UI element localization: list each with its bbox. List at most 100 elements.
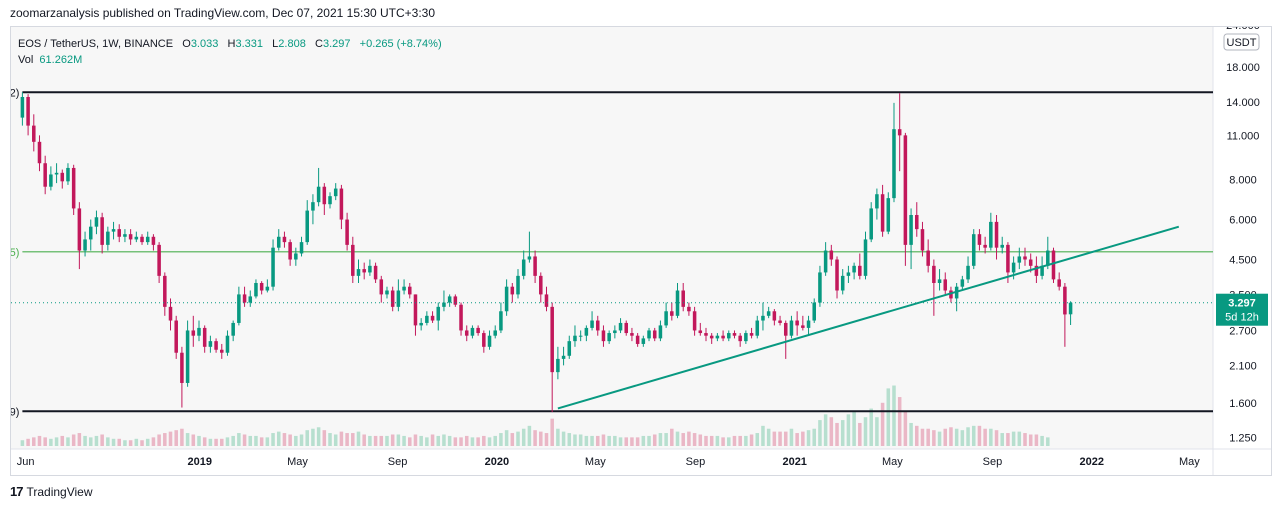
candle-body bbox=[362, 269, 366, 273]
candle-body bbox=[937, 279, 942, 283]
y-axis-tick-label: 2.700 bbox=[1229, 325, 1257, 337]
candle-body bbox=[584, 327, 589, 336]
ascending-trendline[interactable] bbox=[557, 225, 1180, 410]
volume-bar bbox=[875, 417, 879, 446]
candle-body bbox=[635, 335, 640, 344]
candle-body bbox=[106, 231, 110, 245]
candle-body bbox=[322, 186, 327, 205]
volume-bar bbox=[339, 431, 344, 446]
candle-body bbox=[288, 242, 292, 260]
candle-body bbox=[772, 311, 777, 321]
volume-bar bbox=[94, 435, 99, 446]
candle-body bbox=[880, 194, 885, 232]
candle-body bbox=[630, 333, 634, 336]
candle-body bbox=[977, 234, 982, 245]
volume-bar bbox=[476, 437, 480, 446]
y-axis-tick-label: 11.000 bbox=[1227, 130, 1260, 142]
volume-bar bbox=[641, 435, 646, 446]
candle-body bbox=[829, 250, 834, 260]
volume-bar bbox=[772, 431, 777, 446]
legend-open: 3.033 bbox=[190, 38, 219, 50]
volume-bar bbox=[1034, 434, 1039, 446]
volume-bar bbox=[937, 431, 942, 446]
volume-bar bbox=[288, 434, 292, 446]
volume-bar bbox=[83, 435, 87, 446]
volume-bar bbox=[590, 435, 594, 446]
y-axis-tick-label: 24.000 bbox=[1226, 27, 1260, 32]
volume-bar bbox=[419, 435, 423, 446]
volume-bar bbox=[544, 433, 549, 446]
tradingview-brand[interactable]: TradingView bbox=[26, 484, 93, 499]
candle-body bbox=[134, 236, 139, 240]
volume-bar bbox=[966, 427, 970, 446]
x-axis-tick-label: 2020 bbox=[485, 456, 509, 468]
candlestick-chart[interactable]: 0(15.002) 0.5(8.255) 1(1.509) 18.000 14.000 1… bbox=[11, 27, 1271, 475]
candle-body bbox=[145, 236, 150, 243]
candle-body bbox=[590, 320, 594, 328]
volume-bar bbox=[493, 435, 497, 446]
plot-area[interactable] bbox=[11, 27, 1213, 449]
candle-body bbox=[225, 335, 230, 353]
candle-body bbox=[983, 244, 987, 248]
volume-bar bbox=[271, 433, 275, 446]
candle-body bbox=[875, 194, 879, 209]
unit-badge[interactable] bbox=[1223, 33, 1260, 51]
candle-body bbox=[305, 210, 309, 243]
symbol-legend: EOS / TetherUS, 1W, BINANCE O3.033 H3.33… bbox=[18, 36, 442, 68]
candle-body bbox=[1023, 256, 1027, 260]
candle-body bbox=[499, 311, 503, 331]
legend-low-label: L bbox=[272, 38, 279, 50]
candle-body bbox=[208, 341, 213, 347]
chart-frame[interactable]: 0(15.002) 0.5(8.255) 1(1.509) 18.000 14.000 1… bbox=[10, 26, 1272, 476]
candle-body bbox=[578, 335, 583, 337]
candle-body bbox=[556, 358, 560, 373]
candle-body bbox=[858, 265, 862, 276]
candle-body bbox=[869, 208, 873, 240]
candle-body bbox=[721, 335, 725, 339]
fib-level-label: 1(1.509) bbox=[11, 406, 19, 418]
volume-bar bbox=[197, 435, 201, 446]
candle-body bbox=[1006, 244, 1010, 273]
volume-bar bbox=[37, 435, 42, 446]
volume-bar bbox=[516, 431, 520, 446]
volume-bar bbox=[658, 433, 663, 446]
volume-bar bbox=[755, 433, 760, 446]
x-axis-tick-label: May bbox=[585, 456, 606, 468]
candle-body bbox=[658, 325, 663, 339]
candle-body bbox=[994, 221, 999, 248]
volume-bar bbox=[322, 430, 327, 446]
candle-body bbox=[567, 341, 572, 356]
candle-body bbox=[265, 286, 270, 291]
candle-body bbox=[613, 330, 617, 334]
volume-bar bbox=[20, 440, 25, 446]
candle-body bbox=[1040, 265, 1044, 276]
volume-bar bbox=[601, 434, 606, 446]
candle-body bbox=[932, 265, 936, 283]
candle-body bbox=[333, 188, 338, 197]
volume-bar bbox=[920, 428, 925, 446]
candle-body bbox=[521, 259, 526, 276]
candle-body bbox=[408, 286, 412, 295]
candle-body bbox=[818, 272, 822, 303]
candle-body bbox=[111, 229, 116, 232]
legend-low: 2.808 bbox=[278, 38, 306, 50]
legend-close: 3.297 bbox=[322, 38, 351, 50]
candle-body bbox=[402, 286, 406, 291]
candle-body bbox=[823, 250, 828, 273]
candle-body bbox=[1017, 256, 1022, 263]
candle-body bbox=[601, 330, 606, 342]
volume-bar bbox=[333, 434, 338, 446]
volume-bar bbox=[88, 437, 93, 446]
candle-body bbox=[1046, 250, 1050, 266]
candle-body bbox=[903, 135, 908, 245]
volume-bar bbox=[237, 433, 241, 446]
volume-bar bbox=[140, 440, 144, 446]
candle-body bbox=[157, 244, 161, 276]
candle-body bbox=[801, 325, 805, 328]
volume-bar bbox=[607, 435, 611, 446]
candle-body bbox=[379, 279, 384, 295]
candle-body bbox=[915, 214, 919, 230]
candle-body bbox=[419, 322, 423, 326]
tradingview-logo-icon: 17 bbox=[10, 484, 24, 499]
price-tag bbox=[1216, 293, 1268, 326]
